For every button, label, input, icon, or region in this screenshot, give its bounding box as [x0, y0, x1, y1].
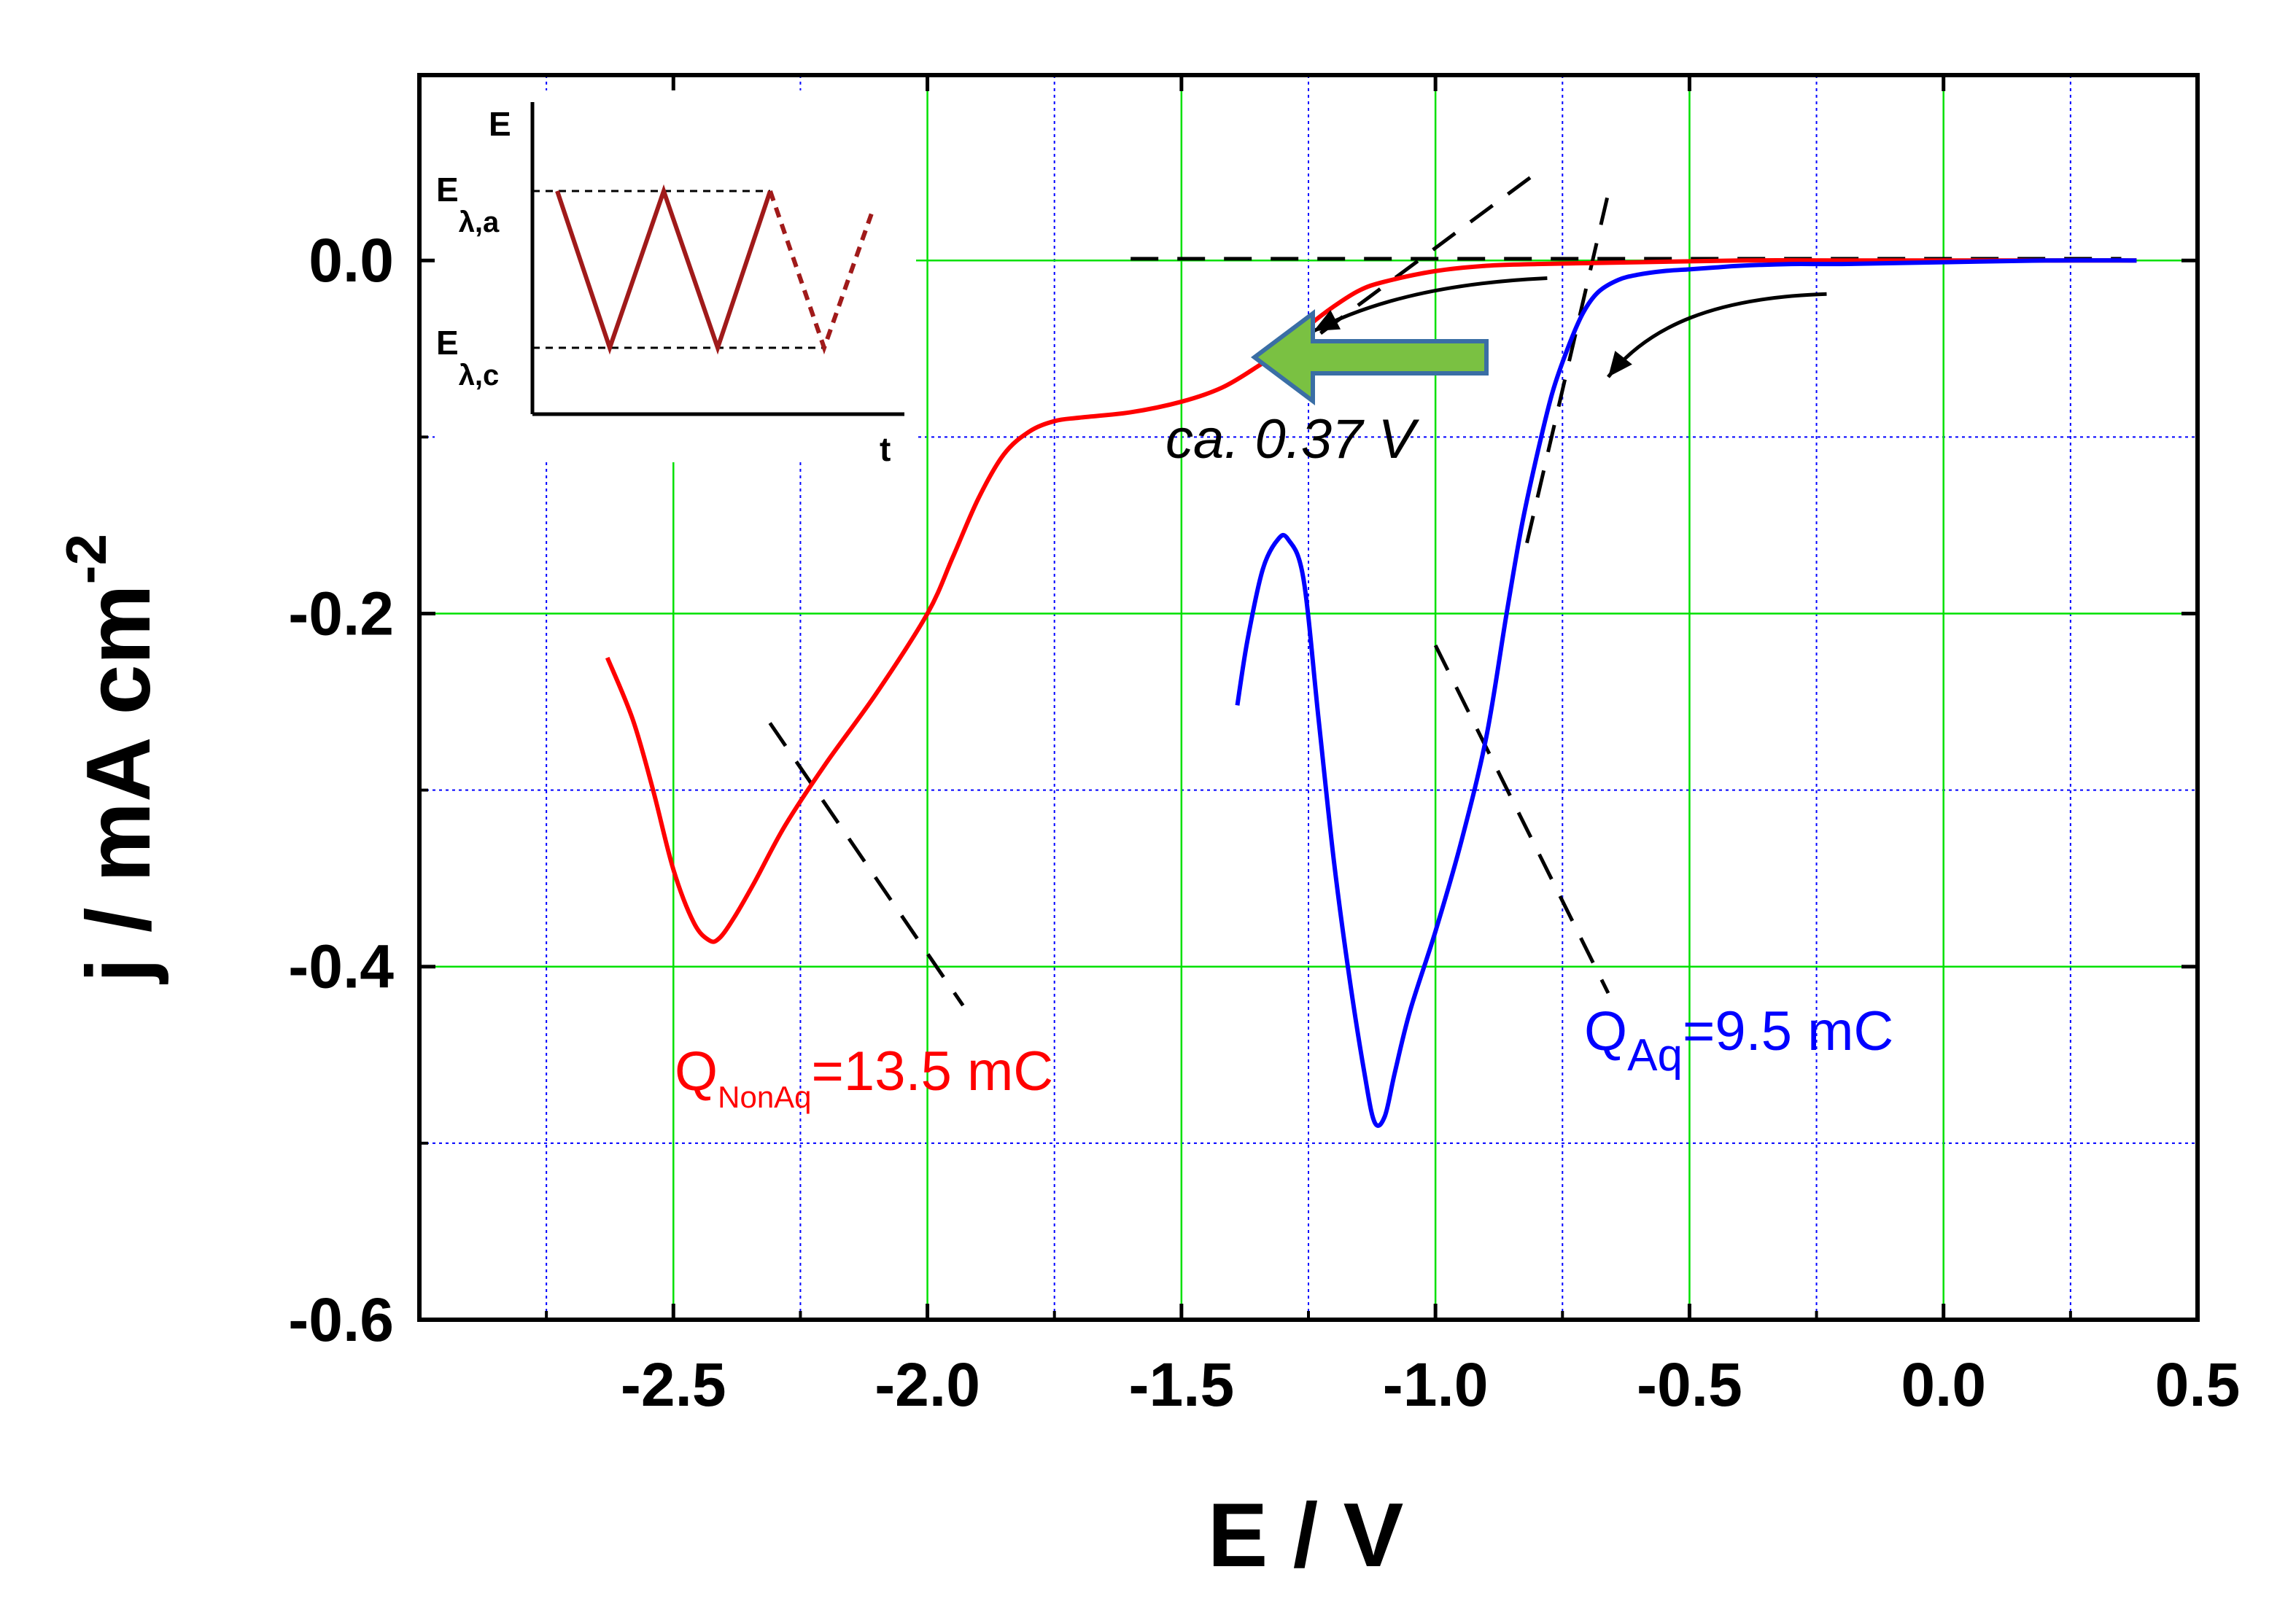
potential-shift-label: ca. 0.37 V [1166, 408, 1420, 470]
inset-waveform-solid [555, 184, 772, 355]
axis-ticks [419, 75, 2200, 1322]
series-line-aq [1235, 258, 2137, 1128]
q-nonaq-subscript: NonAq [718, 1080, 811, 1114]
x-axis-title: E / V [1208, 1485, 1404, 1586]
y-tick-label: -0.6 [288, 1285, 394, 1354]
y-tick-label: 0.0 [309, 226, 394, 295]
tangent-line-3 [1525, 192, 1610, 544]
q-aq-label: QAq=9.5 mC [1584, 1000, 1893, 1081]
inset-waveform-dashed [768, 190, 874, 355]
q-nonaq-value: =13.5 mC [812, 1040, 1054, 1102]
q-nonaq-label: QNonAq=13.5 mC [675, 1040, 1053, 1114]
inset-waveform: E t Eλ,a Eλ,c [435, 90, 916, 468]
tangent-line-5 [1433, 644, 1610, 995]
inset-upper-symbol: E [436, 171, 459, 209]
inset-x-axis-label: t [880, 430, 891, 468]
inset-lower-symbol: E [436, 324, 459, 362]
x-tick-label: 0.5 [2155, 1350, 2241, 1419]
scan-arrow-head-2 [1607, 351, 1632, 378]
q-aq-value: =9.5 mC [1683, 1000, 1893, 1062]
inset-y-axis-label: E [489, 105, 511, 143]
y-axis-title-superscript: -2 [54, 534, 118, 584]
inset-upper-level-label: Eλ,a [436, 171, 500, 238]
x-tick-label: 0.0 [1901, 1350, 1986, 1419]
q-aq-symbol: Q [1584, 1000, 1627, 1062]
y-axis-title: j / mA cm-2 [54, 534, 169, 984]
q-nonaq-symbol: Q [675, 1040, 718, 1102]
y-axis-title-main: j / mA cm [69, 584, 169, 984]
x-tick-label: -0.5 [1637, 1350, 1742, 1419]
potential-shift-arrow [1251, 309, 1489, 405]
scan-direction-arrows [1312, 276, 1827, 378]
x-tick-label: -1.0 [1383, 1350, 1489, 1419]
q-aq-subscript: Aq [1627, 1030, 1683, 1081]
axis-tick-labels: -2.5 -2.0 -1.5 -1.0 -0.5 0.0 0.5 0.0 -0.2 -0.4 -0.… [288, 226, 2240, 1419]
tangent-line-4 [768, 722, 965, 1007]
y-tick-label: -0.2 [288, 579, 394, 647]
y-tick-label: -0.4 [288, 933, 394, 1001]
data-series [605, 258, 2137, 1128]
inset-lower-subscript: λ,c [459, 359, 500, 392]
inset-background [435, 90, 916, 462]
inset-lower-level-label: Eλ,c [436, 324, 499, 392]
x-tick-label: -2.5 [621, 1350, 726, 1419]
series-line-nonaq [605, 258, 2137, 944]
scan-arrow-line-2 [1607, 292, 1827, 378]
x-tick-label: -2.0 [874, 1350, 980, 1419]
scan-arrow-head-1 [1313, 310, 1341, 332]
inset-upper-subscript: λ,a [459, 206, 500, 238]
x-tick-label: -1.5 [1128, 1350, 1234, 1419]
